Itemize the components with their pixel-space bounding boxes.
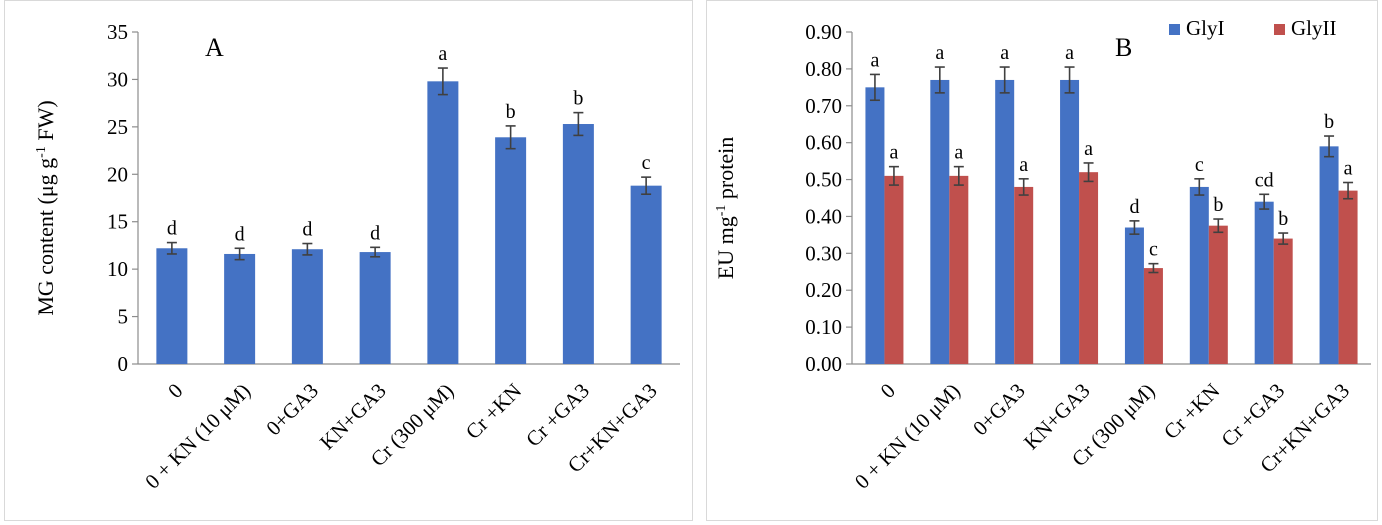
y-tick-label: 0.50	[805, 168, 842, 192]
bar	[224, 253, 256, 364]
bar	[156, 248, 188, 364]
x-tick-label: 0 + KN (10 μM)	[140, 379, 255, 494]
significance-letter: d	[302, 219, 312, 241]
bar	[1273, 238, 1293, 364]
significance-letter: d	[1129, 196, 1139, 218]
significance-letter: b	[1213, 194, 1223, 216]
significance-letter: b	[1324, 111, 1334, 133]
y-tick-label: 0.30	[805, 241, 842, 265]
bar	[930, 79, 950, 364]
significance-letter: a	[935, 42, 944, 64]
bar	[1143, 268, 1163, 364]
y-tick-label: 0	[118, 352, 129, 376]
x-tick-label: 0+GA3	[261, 379, 323, 441]
y-axis-title-end: protein	[713, 137, 738, 205]
significance-letter: d	[235, 223, 245, 245]
bar	[949, 175, 969, 364]
y-axis-title: MG content (μg g-1 FW)	[33, 100, 58, 315]
y-tick-label: 0.60	[805, 131, 842, 155]
significance-letter: cd	[1255, 169, 1274, 191]
bar	[1060, 79, 1080, 364]
x-tick-label: 0+GA3	[968, 379, 1030, 441]
significance-letter: a	[1000, 42, 1009, 64]
y-axis-title-main: EU mg	[713, 216, 738, 279]
panel-label: B	[1115, 33, 1132, 62]
bar	[291, 249, 323, 364]
y-tick-label: 10	[107, 257, 128, 281]
y-axis-title-end: FW)	[33, 100, 58, 146]
significance-letter: b	[573, 88, 583, 110]
significance-letter: a	[1065, 42, 1074, 64]
legend-swatch	[1169, 24, 1180, 35]
bar	[495, 137, 527, 364]
chart-panel-b: 0.00 0.10 0.20 0.30 0.40 0.50 0.60 0.70 0.80 0.90…	[706, 0, 1378, 521]
bar	[995, 79, 1015, 364]
chart-b-svg: 0.00 0.10 0.20 0.30 0.40 0.50 0.60 0.70 0.80 0.90…	[713, 16, 1371, 494]
significance-letter: a	[870, 49, 879, 71]
legend-label: GlyII	[1291, 16, 1337, 40]
bar	[1208, 225, 1228, 364]
significance-letter: c	[1195, 154, 1204, 176]
y-tick-label: 5	[118, 305, 129, 329]
y-tick-label: 15	[107, 210, 128, 234]
x-tick-label: 0	[876, 379, 900, 403]
significance-letter: c	[642, 152, 651, 174]
x-tick-label: Cr +KN	[1159, 379, 1224, 444]
y-tick-label: 0.70	[805, 94, 842, 118]
y-axis-title-sup: -1	[34, 146, 49, 158]
bar	[1124, 227, 1144, 364]
bar	[359, 252, 391, 364]
y-tick-label: 0.10	[805, 315, 842, 339]
y-tick-label: 0.40	[805, 204, 842, 228]
bar	[865, 87, 885, 364]
chart-a-svg: 0 5 10 15 20 25 30 35 MG content (μg g-1 FW) Ad d d…	[33, 20, 680, 494]
y-tick-label: 0.90	[805, 20, 842, 44]
bar	[1254, 201, 1274, 364]
bar	[1189, 186, 1209, 364]
y-axis-title-sup: -1	[714, 205, 729, 217]
significance-letter: d	[370, 222, 380, 244]
bar	[884, 175, 904, 364]
y-tick-label: 20	[107, 162, 128, 186]
significance-letter: a	[1344, 158, 1353, 180]
significance-letter: b	[506, 101, 516, 123]
bar	[1338, 190, 1358, 364]
bar	[1014, 186, 1034, 364]
x-tick-label: 0	[163, 379, 187, 403]
legend-label: GlyI	[1186, 16, 1225, 40]
significance-letter: a	[1019, 154, 1028, 176]
x-tick-label: 0 + KN (10 μM)	[850, 379, 965, 494]
significance-letter: a	[889, 142, 898, 164]
y-tick-label: 25	[107, 115, 128, 139]
bar	[427, 81, 459, 364]
bar	[1319, 146, 1339, 364]
bar	[1079, 172, 1099, 364]
significance-letter: c	[1149, 239, 1158, 261]
y-tick-label: 35	[107, 20, 128, 44]
significance-letter: b	[1278, 208, 1288, 230]
significance-letter: a	[954, 142, 963, 164]
y-tick-label: 0.00	[805, 352, 842, 376]
y-axis-title: EU mg-1 protein	[713, 137, 738, 279]
x-tick-label: Cr +KN	[461, 379, 526, 444]
bar	[562, 124, 594, 364]
y-tick-label: 0.20	[805, 278, 842, 302]
y-tick-label: 0.80	[805, 57, 842, 81]
bar	[630, 185, 662, 364]
y-tick-label: 30	[107, 67, 128, 91]
significance-letter: a	[1084, 138, 1093, 160]
legend-swatch	[1274, 24, 1285, 35]
y-axis-title-main: MG content (μg g	[33, 158, 58, 316]
significance-letter: a	[438, 43, 447, 65]
significance-letter: d	[167, 218, 177, 240]
panel-label: A	[205, 33, 224, 62]
